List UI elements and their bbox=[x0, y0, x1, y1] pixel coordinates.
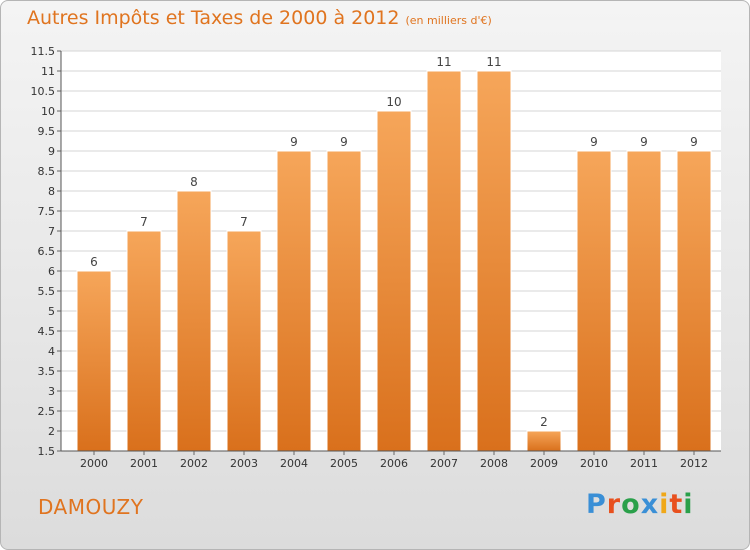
y-tick-label: 2.5 bbox=[38, 405, 56, 418]
bar bbox=[376, 110, 412, 452]
y-tick-label: 6 bbox=[48, 265, 55, 278]
y-tick-label: 2 bbox=[48, 425, 55, 438]
y-tick-label: 4 bbox=[48, 345, 55, 358]
data-label: 7 bbox=[140, 215, 148, 229]
data-label: 10 bbox=[386, 95, 401, 109]
data-label: 6 bbox=[90, 255, 98, 269]
tick-labels: 1.5 2 2.5 3 3.5 4 4.5 5 5.5 6 6.5 7 7.5 8 8.5 9 9.5 10 10.… bbox=[31, 45, 709, 470]
x-tick-label: 2003 bbox=[230, 457, 258, 470]
bars bbox=[76, 70, 712, 452]
y-tick-label: 1.5 bbox=[38, 445, 56, 458]
brand-letter: i bbox=[683, 489, 694, 520]
bar bbox=[326, 150, 362, 452]
x-tick-label: 2002 bbox=[180, 457, 208, 470]
data-label: 9 bbox=[340, 135, 348, 149]
chart-unit: (en milliers d'€) bbox=[405, 14, 492, 27]
bar bbox=[276, 150, 312, 452]
brand-letter: r bbox=[606, 489, 622, 520]
y-tick-label: 3.5 bbox=[38, 365, 56, 378]
bar bbox=[176, 190, 212, 452]
x-tick-label: 2010 bbox=[580, 457, 608, 470]
x-tick-label: 2009 bbox=[530, 457, 558, 470]
proxiti-logo: Proxiti bbox=[586, 489, 694, 520]
bar bbox=[426, 70, 462, 452]
brand-letter: x bbox=[640, 489, 660, 520]
y-tick-label: 4.5 bbox=[38, 325, 56, 338]
x-tick-label: 2007 bbox=[430, 457, 458, 470]
bar bbox=[676, 150, 712, 452]
y-tick-label: 5.5 bbox=[38, 285, 56, 298]
bar bbox=[626, 150, 662, 452]
x-tick-label: 2006 bbox=[380, 457, 408, 470]
y-tick-label: 7.5 bbox=[38, 205, 56, 218]
brand-letter: t bbox=[669, 489, 684, 520]
commune-name: DAMOUZY bbox=[38, 495, 144, 519]
axes bbox=[57, 50, 721, 455]
y-tick-label: 11.5 bbox=[31, 45, 56, 58]
x-tick-label: 2004 bbox=[280, 457, 308, 470]
x-tick-label: 2001 bbox=[130, 457, 158, 470]
y-tick-label: 8.5 bbox=[38, 165, 56, 178]
chart-title: Autres Impôts et Taxes de 2000 à 2012 bbox=[27, 7, 400, 29]
data-label: 9 bbox=[590, 135, 598, 149]
brand-letter: P bbox=[586, 489, 607, 520]
data-label: 9 bbox=[690, 135, 698, 149]
chart-title-block: Autres Impôts et Taxes de 2000 à 2012 (en… bbox=[27, 7, 492, 29]
bar bbox=[126, 230, 162, 452]
x-tick-label: 2000 bbox=[80, 457, 108, 470]
bar bbox=[226, 230, 262, 452]
x-tick-label: 2008 bbox=[480, 457, 508, 470]
bar bbox=[76, 270, 112, 452]
bar bbox=[476, 70, 512, 452]
x-tick-label: 2005 bbox=[330, 457, 358, 470]
y-tick-label: 10.5 bbox=[31, 85, 56, 98]
y-tick-label: 3 bbox=[48, 385, 55, 398]
y-tick-label: 9 bbox=[48, 145, 55, 158]
y-tick-label: 7 bbox=[48, 225, 55, 238]
brand-letter: o bbox=[621, 489, 641, 520]
data-label: 2 bbox=[540, 415, 548, 429]
y-tick-label: 6.5 bbox=[38, 245, 56, 258]
data-label: 9 bbox=[290, 135, 298, 149]
y-tick-label: 5 bbox=[48, 305, 55, 318]
y-tick-label: 10 bbox=[41, 105, 55, 118]
data-label: 11 bbox=[486, 55, 501, 69]
bar bbox=[576, 150, 612, 452]
data-label: 7 bbox=[240, 215, 248, 229]
x-tick-label: 2011 bbox=[630, 457, 658, 470]
bar bbox=[526, 430, 562, 452]
brand-letter: i bbox=[659, 489, 670, 520]
x-tick-label: 2012 bbox=[680, 457, 708, 470]
data-label: 9 bbox=[640, 135, 648, 149]
data-label: 8 bbox=[190, 175, 198, 189]
y-tick-label: 9.5 bbox=[38, 125, 56, 138]
y-tick-label: 8 bbox=[48, 185, 55, 198]
y-tick-label: 11 bbox=[41, 65, 55, 78]
data-label: 11 bbox=[436, 55, 451, 69]
